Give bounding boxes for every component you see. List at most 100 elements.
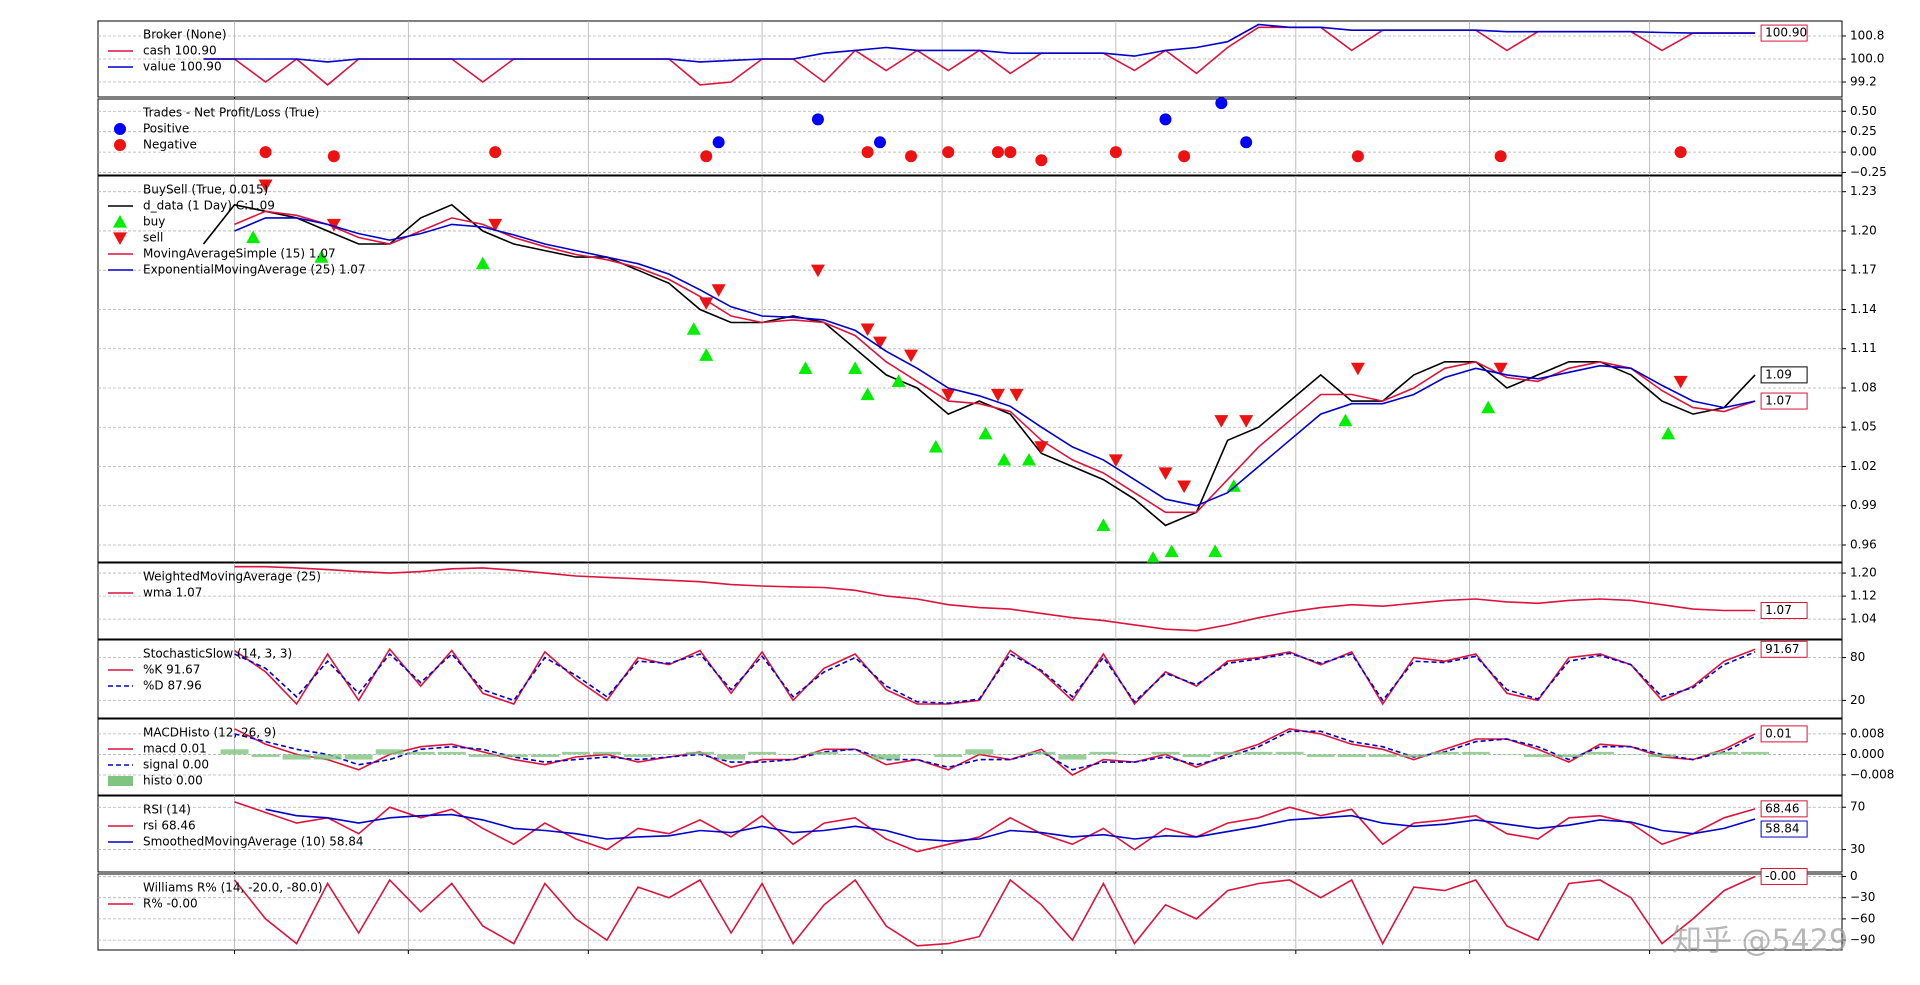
legend-marker bbox=[108, 776, 133, 786]
legend-label: ExponentialMovingAverage (25) 1.07 bbox=[143, 263, 366, 277]
panel-frame bbox=[97, 562, 1843, 640]
legend-label: histo 0.00 bbox=[143, 774, 203, 788]
trade-dot bbox=[1004, 146, 1017, 159]
buy-marker bbox=[1338, 413, 1353, 427]
buy-marker bbox=[475, 256, 490, 270]
histo-bar bbox=[841, 754, 870, 755]
sell-marker bbox=[699, 297, 714, 310]
last-value-box bbox=[1760, 392, 1808, 410]
legend-marker bbox=[114, 139, 126, 151]
histo-bar bbox=[1679, 754, 1708, 755]
y-tick-label: 1.14 bbox=[1850, 302, 1877, 316]
series-line bbox=[234, 651, 1756, 705]
trade-dot bbox=[1178, 150, 1191, 163]
histo-bar bbox=[468, 754, 497, 757]
legend-title: Broker (None) bbox=[143, 28, 227, 42]
trade-dot bbox=[1351, 150, 1364, 163]
trade-dot bbox=[327, 150, 340, 163]
sell-marker bbox=[1009, 388, 1024, 402]
histo-bar bbox=[1399, 754, 1428, 757]
histo-bar bbox=[344, 754, 373, 760]
y-tick-label: −90 bbox=[1850, 933, 1875, 947]
sell-marker bbox=[1239, 415, 1254, 428]
y-tick-label: 100.8 bbox=[1850, 28, 1884, 42]
histo-bar bbox=[1554, 754, 1583, 757]
histo-bar bbox=[748, 751, 777, 755]
panel-frame bbox=[97, 639, 1843, 719]
histo-bar bbox=[561, 751, 590, 755]
legend-label: R% -0.00 bbox=[143, 897, 198, 911]
legend-title: StochasticSlow (14, 3, 3) bbox=[143, 647, 292, 661]
trade-dot bbox=[1240, 136, 1253, 149]
sell-marker bbox=[860, 323, 875, 337]
buy-marker bbox=[246, 230, 261, 244]
buy-marker bbox=[1481, 400, 1496, 414]
trade-dot bbox=[700, 150, 713, 163]
histo-bar bbox=[1027, 751, 1056, 755]
y-tick-label: 1.12 bbox=[1850, 589, 1877, 603]
sell-marker bbox=[941, 388, 956, 402]
last-value-box bbox=[1760, 24, 1808, 42]
last-value-label: 91.67 bbox=[1765, 642, 1799, 656]
buy-marker bbox=[1208, 544, 1223, 558]
histo-bar bbox=[872, 754, 901, 760]
y-tick-label: 1.08 bbox=[1850, 380, 1877, 394]
y-tick-label: 70 bbox=[1850, 800, 1865, 814]
y-tick-label: 0.99 bbox=[1850, 498, 1877, 512]
histo-bar bbox=[1213, 751, 1242, 755]
y-tick-label: 1.17 bbox=[1850, 263, 1877, 277]
histo-bar bbox=[996, 754, 1025, 755]
histo-bar bbox=[1120, 754, 1149, 755]
y-tick-label: 80 bbox=[1850, 650, 1865, 664]
series-line bbox=[202, 203, 1756, 527]
histo-bar bbox=[1492, 754, 1521, 755]
trade-dot bbox=[905, 150, 918, 163]
y-tick-label: 30 bbox=[1850, 842, 1865, 856]
legend-label: SmoothedMovingAverage (10) 58.84 bbox=[143, 835, 364, 849]
legend-label: signal 0.00 bbox=[143, 758, 209, 772]
last-value-label: 68.46 bbox=[1765, 801, 1799, 815]
histo-bar bbox=[251, 754, 280, 757]
histo-bar bbox=[437, 751, 466, 755]
legend-marker bbox=[113, 215, 127, 228]
histo-bar bbox=[1244, 751, 1273, 755]
series-line bbox=[265, 808, 1756, 842]
watermark: 知乎 @5429 bbox=[1672, 924, 1848, 959]
trade-dot bbox=[1035, 154, 1048, 167]
sell-marker bbox=[1108, 454, 1123, 467]
legend-label: Positive bbox=[143, 122, 189, 136]
histo-bar bbox=[1089, 751, 1118, 755]
series-line bbox=[234, 801, 1756, 853]
y-tick-label: 0.96 bbox=[1850, 537, 1877, 551]
legend-label: buy bbox=[143, 215, 165, 229]
trade-dot bbox=[811, 113, 824, 126]
sell-marker bbox=[904, 349, 919, 363]
legend-label: d_data (1 Day) C:1.09 bbox=[143, 199, 275, 213]
sell-marker bbox=[1350, 362, 1365, 376]
series-line bbox=[234, 730, 1756, 771]
histo-bar bbox=[1461, 751, 1490, 755]
buy-marker bbox=[1021, 452, 1036, 466]
legend-title: RSI (14) bbox=[143, 803, 191, 817]
last-value-label: 100.90 bbox=[1765, 26, 1807, 40]
buy-marker bbox=[686, 322, 701, 335]
histo-bar bbox=[220, 749, 249, 755]
sell-marker bbox=[1673, 375, 1688, 389]
y-tick-label: 1.04 bbox=[1850, 612, 1877, 626]
histo-bar bbox=[655, 754, 683, 755]
sell-marker bbox=[873, 336, 888, 350]
histo-bar bbox=[934, 754, 963, 757]
sell-marker bbox=[1034, 441, 1049, 454]
histo-bar bbox=[1368, 754, 1397, 757]
y-tick-label: 1.11 bbox=[1850, 341, 1877, 355]
histo-bar bbox=[406, 751, 435, 755]
histo-bar bbox=[903, 754, 932, 755]
trade-dot bbox=[942, 146, 955, 159]
sell-marker bbox=[488, 218, 503, 232]
sell-marker bbox=[326, 218, 341, 232]
series-line bbox=[234, 647, 1756, 706]
y-tick-label: −0.25 bbox=[1850, 165, 1887, 179]
sell-marker bbox=[258, 179, 273, 193]
buy-marker bbox=[699, 348, 714, 361]
